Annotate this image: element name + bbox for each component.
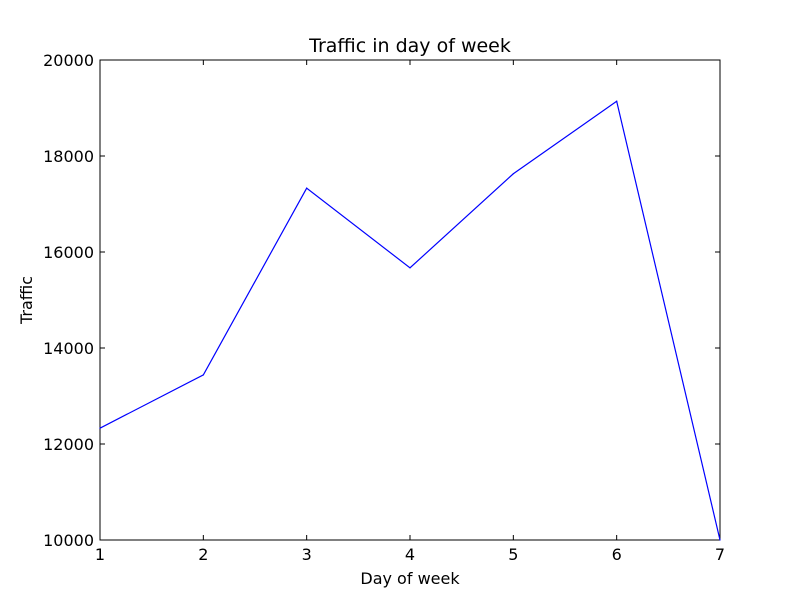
plot-frame — [99, 59, 721, 541]
y-tick-label: 18000 — [43, 147, 94, 166]
series-line — [99, 100, 721, 541]
data-point — [99, 427, 101, 429]
data-point — [202, 374, 204, 376]
x-axis-label: Day of week — [360, 569, 460, 588]
y-axis-label: Traffic — [17, 276, 36, 325]
y-tick-label: 20000 — [43, 51, 94, 70]
data-point — [306, 187, 308, 189]
chart-title: Traffic in day of week — [308, 35, 511, 57]
x-tick-label: 6 — [612, 545, 622, 564]
x-tick-label: 5 — [508, 545, 518, 564]
data-point — [719, 539, 721, 541]
y-tick-label: 12000 — [43, 435, 94, 454]
data-point — [512, 173, 514, 175]
x-tick-label: 3 — [302, 545, 312, 564]
y-tick-label: 10000 — [43, 531, 94, 550]
x-tick-label: 7 — [715, 545, 725, 564]
x-tick-label: 4 — [405, 545, 415, 564]
x-tick-label: 2 — [198, 545, 208, 564]
data-point — [616, 100, 618, 102]
data-point — [409, 267, 411, 269]
y-tick-label: 14000 — [43, 339, 94, 358]
y-tick-label: 16000 — [43, 243, 94, 262]
plot-area: 1 2 3 4 5 6 7 10000 12000 14000 16000 18000 20000 — [43, 51, 725, 564]
x-tick-label: 1 — [95, 545, 105, 564]
